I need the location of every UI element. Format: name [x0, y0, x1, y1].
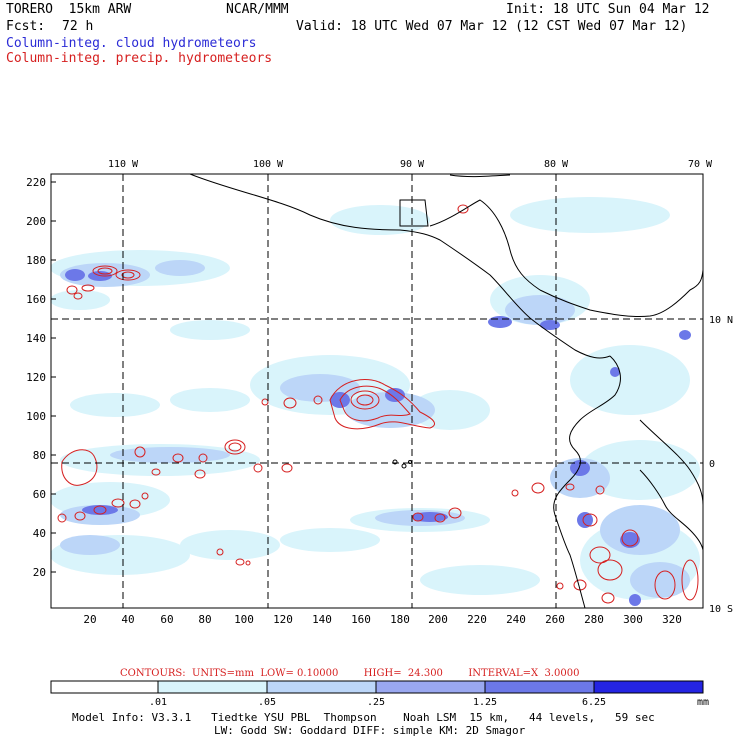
x-tick-label: 100: [234, 613, 254, 626]
y-tick-label: 180: [26, 254, 46, 267]
forecast-label: Fcst:: [6, 19, 46, 34]
y-tick-label: 220: [26, 176, 46, 189]
x-tick-label: 20: [83, 613, 96, 626]
colorbar-segment: [375, 680, 486, 694]
colorbar-segment: [50, 680, 159, 694]
coastlines: [189, 174, 703, 608]
x-tick-label: 80: [198, 613, 211, 626]
lat-label-10s: 10 S: [709, 604, 733, 615]
cloud-field: [51, 197, 700, 606]
lat-lon-grid: [51, 174, 703, 608]
plot-frame: [50, 173, 704, 609]
x-tick-label: 220: [467, 613, 487, 626]
colorbar-segment: [157, 680, 268, 694]
y-tick-label: 140: [26, 332, 46, 345]
lon-label-70w: 70 W: [688, 159, 713, 170]
lon-labels: 110 W 100 W 90 W 80 W 70 W: [108, 159, 713, 170]
y-tick-label: 20: [33, 566, 46, 579]
x-tick-label: 40: [121, 613, 134, 626]
y-tick-label: 120: [26, 371, 46, 384]
colorbar-segment: [484, 680, 595, 694]
contours-info: CONTOURS: UNITS=mm LOW= 0.10000 HIGH= 24…: [120, 668, 580, 679]
physics-info: LW: Godd SW: Goddard DIFF: simple KM: 2D…: [214, 724, 526, 737]
colorbar-segment: [266, 680, 377, 694]
y-tick-label: 40: [33, 527, 46, 540]
x-tick-label: 260: [545, 613, 565, 626]
colorbar-segment: [593, 680, 704, 694]
x-tick-label: 180: [390, 613, 410, 626]
x-tick-label: 200: [428, 613, 448, 626]
colorbar-label: .01: [149, 697, 167, 708]
init-time: Init: 18 UTC Sun 04 Mar 12: [506, 2, 710, 17]
x-tick-label: 160: [351, 613, 371, 626]
lat-labels: 10 N 0 10 S: [709, 315, 733, 615]
model-title: TORERO 15km ARW: [6, 2, 132, 17]
x-tick-label: 300: [623, 613, 643, 626]
lon-label-80w: 80 W: [544, 159, 569, 170]
org-label: NCAR/MMM: [226, 2, 289, 17]
colorbar-labels: .01 .05 .25 1.25 6.25 mm: [149, 697, 709, 708]
lat-label-0: 0: [709, 459, 715, 470]
colorbar-label: .05: [258, 697, 276, 708]
y-tick-labels: 220 200 180 160 140 120 100 80 60 40 20: [26, 176, 46, 579]
y-tick-label: 100: [26, 410, 46, 423]
lon-label-100w: 100 W: [253, 159, 284, 170]
y-tick-label: 160: [26, 293, 46, 306]
y-tick-label: 60: [33, 488, 46, 501]
forecast-hours: 72 h: [62, 19, 94, 34]
model-info: Model Info: V3.3.1 Tiedtke YSU PBL Thomp…: [72, 711, 655, 724]
colorbar: [50, 680, 704, 694]
cloud-hydrometeors-label: Column-integ. cloud hydrometeors: [6, 36, 257, 51]
y-tick-label: 200: [26, 215, 46, 228]
precip-hydrometeors-label: Column-integ. precip. hydrometeors: [6, 51, 273, 66]
x-tick-label: 140: [312, 613, 332, 626]
axis-ticks: [51, 181, 56, 573]
colorbar-unit: mm: [697, 697, 709, 708]
colorbar-label: 1.25: [473, 697, 497, 708]
y-tick-label: 80: [33, 449, 46, 462]
x-tick-label: 320: [662, 613, 682, 626]
lon-label-90w: 90 W: [400, 159, 425, 170]
x-tick-label: 120: [273, 613, 293, 626]
x-tick-label: 240: [506, 613, 526, 626]
x-tick-labels: 20 40 60 80 100 120 140 160 180 200 220 …: [83, 613, 682, 626]
x-tick-label: 280: [584, 613, 604, 626]
precip-contours: [57, 204, 699, 604]
lon-label-110w: 110 W: [108, 159, 139, 170]
colorbar-label: 6.25: [582, 697, 606, 708]
x-tick-label: 60: [160, 613, 173, 626]
lat-label-10n: 10 N: [709, 315, 733, 326]
colorbar-label: .25: [367, 697, 385, 708]
valid-time: Valid: 18 UTC Wed 07 Mar 12 (12 CST Wed …: [296, 19, 688, 34]
